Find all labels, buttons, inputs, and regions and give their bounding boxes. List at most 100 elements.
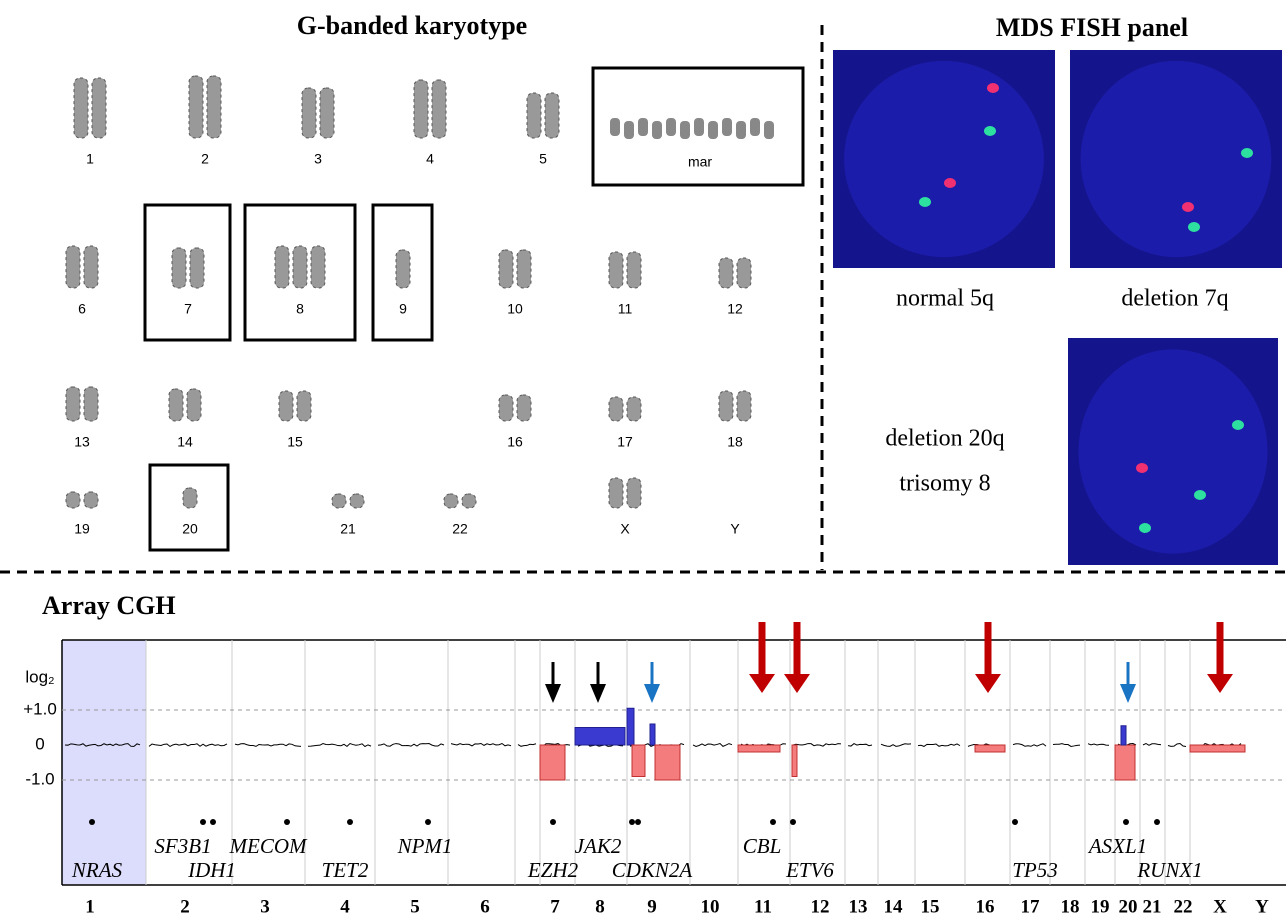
x-tick-label: 19 bbox=[1091, 896, 1110, 917]
trace bbox=[1052, 743, 1081, 747]
chromosome bbox=[638, 118, 648, 136]
chromosome bbox=[722, 118, 732, 136]
loss bbox=[654, 744, 681, 781]
trace bbox=[1142, 742, 1162, 746]
karyotype-title: G-banded karyotype bbox=[297, 11, 527, 40]
chromosome-label: 10 bbox=[507, 301, 523, 317]
trace bbox=[792, 743, 842, 747]
trace bbox=[847, 742, 873, 747]
loss bbox=[631, 744, 646, 777]
chromosome-label: 2 bbox=[201, 151, 209, 167]
gene-marker bbox=[1012, 819, 1018, 825]
loss bbox=[539, 744, 566, 781]
trace bbox=[450, 742, 512, 747]
gene-label: TET2 bbox=[322, 858, 369, 882]
chromosome-label: 15 bbox=[287, 434, 303, 450]
x-tick-label: 13 bbox=[849, 896, 868, 917]
chromosome bbox=[736, 257, 752, 289]
chromosome bbox=[189, 247, 205, 289]
fish-title: MDS FISH panel bbox=[996, 13, 1188, 42]
chromosome bbox=[608, 251, 624, 289]
highlight-box bbox=[143, 203, 232, 342]
gene-marker bbox=[635, 819, 641, 825]
trace bbox=[377, 743, 445, 747]
trace bbox=[880, 743, 912, 747]
arrow-head bbox=[1207, 674, 1233, 693]
arrow-head bbox=[1120, 684, 1136, 703]
gene-label: EZH2 bbox=[527, 858, 579, 882]
x-tick-label: 20 bbox=[1119, 896, 1138, 917]
trace bbox=[234, 743, 302, 747]
arrow-head bbox=[975, 674, 1001, 693]
loss bbox=[1189, 744, 1246, 753]
highlight-region bbox=[62, 640, 146, 885]
fish-signal bbox=[984, 126, 996, 136]
chromosome bbox=[431, 79, 447, 139]
chromosome bbox=[608, 477, 624, 509]
chromosome-label: 21 bbox=[340, 521, 356, 537]
chromosome bbox=[736, 390, 752, 422]
chromosome-label: 7 bbox=[184, 301, 192, 317]
x-tick-label: 16 bbox=[976, 896, 995, 917]
chromosome-label: 18 bbox=[727, 434, 743, 450]
gene-marker bbox=[770, 819, 776, 825]
chromosome-label: 12 bbox=[727, 301, 743, 317]
loss bbox=[974, 744, 1006, 753]
gene-label: NRAS bbox=[71, 858, 123, 882]
gene-marker bbox=[1154, 819, 1160, 825]
arrow-head bbox=[784, 674, 810, 693]
chromosome-label: mar bbox=[688, 154, 712, 170]
chromosome bbox=[301, 87, 317, 139]
chromosome bbox=[349, 493, 365, 509]
gene-label: SF3B1 bbox=[154, 834, 211, 858]
gene-label: TP53 bbox=[1012, 858, 1058, 882]
gain bbox=[649, 723, 656, 746]
x-tick-label: 11 bbox=[754, 896, 772, 917]
trace bbox=[692, 743, 733, 748]
x-tick-label: 10 bbox=[701, 896, 720, 917]
chromosome bbox=[83, 386, 99, 422]
x-tick-label: 21 bbox=[1143, 896, 1162, 917]
chromosome bbox=[413, 79, 429, 139]
chromosome bbox=[83, 245, 99, 289]
highlight-box bbox=[148, 463, 230, 552]
x-tick-label: 1 bbox=[85, 896, 95, 917]
chromosome bbox=[608, 396, 624, 422]
chromosome-label: 3 bbox=[314, 151, 322, 167]
gene-label: NPM1 bbox=[397, 834, 453, 858]
trace bbox=[64, 743, 141, 747]
fish-label: trisomy 8 bbox=[899, 471, 990, 497]
chromosome-label: 11 bbox=[618, 301, 633, 317]
loss bbox=[1114, 744, 1136, 781]
x-tick-label: 17 bbox=[1021, 896, 1041, 917]
fish-signal bbox=[1139, 523, 1151, 533]
x-tick-label: 12 bbox=[811, 896, 830, 917]
x-tick-label: X bbox=[1213, 896, 1227, 917]
chromosome-label: 17 bbox=[617, 434, 633, 450]
chromosome bbox=[498, 394, 514, 422]
chromosome bbox=[186, 388, 202, 422]
x-tick-label: 14 bbox=[884, 896, 904, 917]
chromosome bbox=[750, 118, 760, 136]
chromosome bbox=[764, 121, 774, 139]
x-tick-label: 2 bbox=[180, 896, 190, 917]
chromosome bbox=[278, 390, 294, 422]
chromosome bbox=[626, 251, 642, 289]
gene-label: CDKN2A bbox=[612, 858, 693, 882]
fish-label: deletion 7q bbox=[1121, 286, 1228, 312]
x-tick-label: 3 bbox=[260, 896, 270, 917]
gene-marker bbox=[200, 819, 206, 825]
gene-marker bbox=[284, 819, 290, 825]
chromosome bbox=[708, 121, 718, 139]
cgh-title: Array CGH bbox=[42, 591, 176, 620]
gain bbox=[626, 707, 635, 746]
chromosome bbox=[461, 493, 477, 509]
chromosome-label: 4 bbox=[426, 151, 434, 167]
chromosome bbox=[395, 249, 411, 289]
arrow-head bbox=[590, 684, 606, 703]
gene-label: CBL bbox=[743, 834, 782, 858]
chromosome bbox=[73, 77, 89, 139]
axis-label: log₂ bbox=[25, 667, 54, 686]
chromosome bbox=[443, 493, 459, 509]
